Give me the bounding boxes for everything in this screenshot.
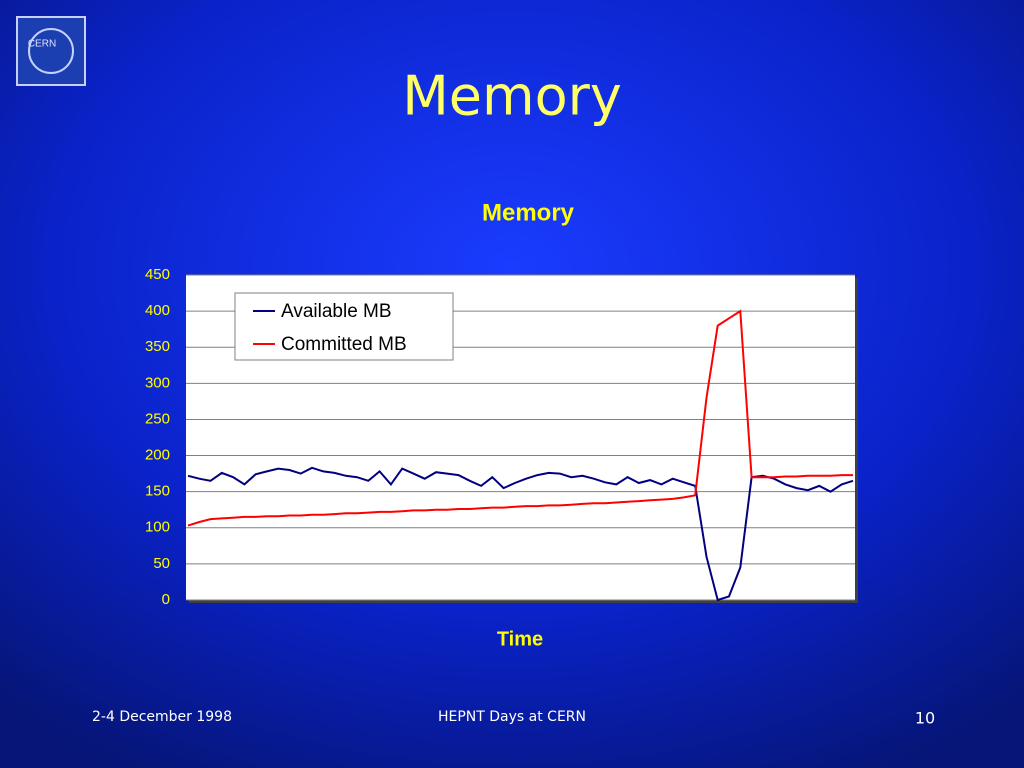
- legend: [234, 292, 454, 361]
- y-tick-label: 50: [153, 555, 170, 572]
- logo-text: CERN: [28, 39, 56, 50]
- y-tick-label: 250: [145, 410, 170, 427]
- logo-ring: [28, 28, 74, 74]
- y-tick-label: 400: [145, 302, 170, 319]
- y-tick-label: 150: [145, 483, 170, 500]
- data-line: [187, 466, 854, 602]
- y-tick-label: 300: [145, 374, 170, 391]
- y-tick-label: 350: [145, 338, 170, 355]
- chart-title: Memory: [482, 199, 575, 226]
- y-tick-label: 200: [145, 447, 170, 464]
- footer-right: 10: [915, 709, 935, 728]
- legend-label: Available MB: [281, 301, 392, 322]
- footer-center: HEPNT Days at CERN: [438, 709, 586, 725]
- footer-left: 2-4 December 1998: [92, 709, 232, 725]
- logo-box: [16, 16, 86, 86]
- x-axis-label: Time: [497, 628, 543, 650]
- legend-label: Committed MB: [281, 334, 407, 355]
- y-tick-label: 0: [162, 591, 170, 608]
- data-line: [187, 309, 853, 527]
- slide-title: Memory: [402, 65, 622, 128]
- y-tick-label: 100: [145, 519, 170, 536]
- y-tick-label: 450: [145, 266, 170, 283]
